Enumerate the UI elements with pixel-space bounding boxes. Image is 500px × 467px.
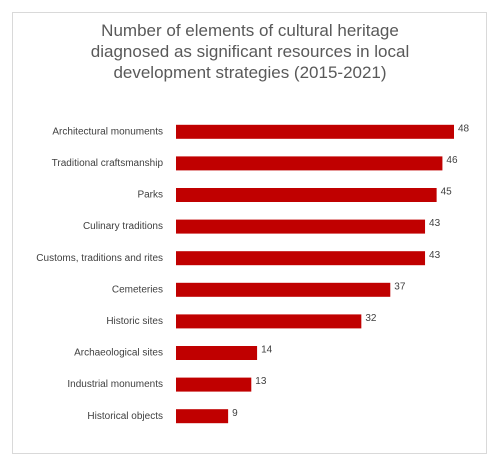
y-tick-label: Archaeological sites: [74, 348, 163, 359]
y-tick-label: Cemeteries: [112, 284, 163, 295]
bar: [176, 409, 229, 424]
y-tick-label: Parks: [137, 190, 163, 201]
data-label: 43: [429, 250, 441, 261]
bar: [176, 219, 426, 234]
data-label: 45: [441, 187, 453, 198]
bar: [176, 282, 391, 297]
y-tick-label: Historic sites: [106, 316, 163, 327]
bar: [176, 377, 252, 392]
y-tick-label: Architectural monuments: [52, 126, 163, 137]
data-label: 9: [232, 408, 238, 419]
data-label: 32: [365, 313, 377, 324]
bar: [176, 124, 454, 139]
data-label: 37: [394, 281, 406, 292]
data-label: 14: [261, 345, 273, 356]
y-tick-label: Historical objects: [87, 411, 163, 422]
y-tick-label: Traditional craftsmanship: [52, 158, 164, 169]
bar: [176, 251, 426, 266]
data-label: 13: [255, 376, 267, 387]
y-tick-label: Culinary traditions: [83, 221, 163, 232]
bar: [176, 188, 437, 202]
y-tick-label: Industrial monuments: [67, 379, 163, 390]
bar: [176, 346, 258, 360]
data-label: 43: [429, 218, 441, 229]
bar: [176, 314, 362, 329]
bar: [176, 156, 443, 171]
chart-frame: [12, 12, 487, 454]
chart-title: Number of elements of cultural heritage …: [90, 21, 410, 82]
data-label: 46: [446, 155, 458, 166]
y-tick-label: Customs, traditions and rites: [36, 253, 163, 264]
data-label: 48: [458, 123, 470, 134]
